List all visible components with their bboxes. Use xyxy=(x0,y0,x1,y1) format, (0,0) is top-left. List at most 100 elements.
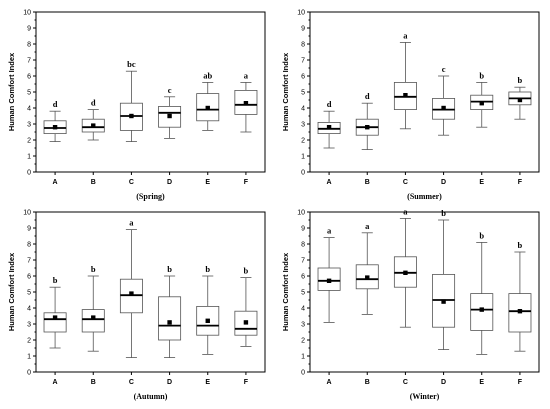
box-F: b xyxy=(508,75,532,120)
y-tick-label: 4 xyxy=(27,306,31,313)
y-tick-label: 10 xyxy=(23,10,31,17)
significance-letter: d xyxy=(91,98,96,108)
box-C: a xyxy=(393,30,417,130)
significance-letter: b xyxy=(479,70,484,80)
significance-letter: c xyxy=(442,64,446,74)
y-tick-label: 6 xyxy=(301,74,305,81)
y-tick-label: 3 xyxy=(301,122,305,129)
x-tick-label: B xyxy=(365,379,370,386)
significance-letter: b xyxy=(53,275,58,285)
significance-letter: a xyxy=(365,221,370,231)
plot-frame xyxy=(309,211,540,373)
x-tick-label: C xyxy=(403,179,408,186)
chart-panel-4: 0 1 2 3 4 5 6 7 8 9 10 Human Comfort Index A B C D E F (Wi… xyxy=(281,206,540,401)
box-F: b xyxy=(508,240,532,352)
box-B: a xyxy=(355,221,379,315)
y-tick-label: 10 xyxy=(297,10,305,17)
mean-marker xyxy=(403,270,408,275)
significance-letter: bc xyxy=(127,59,136,69)
y-tick-label: 6 xyxy=(301,274,305,281)
mean-marker xyxy=(479,101,484,106)
y-tick-label: 2 xyxy=(301,338,305,345)
y-axis-label: Human Comfort Index xyxy=(281,52,290,131)
significance-letter: a xyxy=(129,218,134,228)
y-axis-label: Human Comfort Index xyxy=(7,252,16,331)
significance-letter: a xyxy=(403,30,408,40)
y-tick-label: 4 xyxy=(27,106,31,113)
box-E: b xyxy=(470,70,494,128)
chart-panel-2: 0 1 2 3 4 5 6 7 8 9 10 Human Comfort Index A B C D E F (Su… xyxy=(281,10,540,201)
y-tick-label: 1 xyxy=(27,154,31,161)
y-tick-label: 0 xyxy=(301,170,305,177)
panel-title: (Winter) xyxy=(410,392,440,401)
y-tick-label: 6 xyxy=(27,274,31,281)
y-tick-label: 3 xyxy=(301,322,305,329)
y-axis-label: Human Comfort Index xyxy=(7,52,16,131)
mean-marker xyxy=(52,125,58,130)
mean-marker xyxy=(479,307,484,312)
mean-marker xyxy=(517,309,523,314)
y-tick-label: 0 xyxy=(27,170,31,177)
y-tick-label: 0 xyxy=(27,370,31,377)
mean-marker xyxy=(326,125,332,130)
box-B: d xyxy=(355,91,379,151)
y-tick-label: 10 xyxy=(297,210,305,217)
y-tick-label: 9 xyxy=(301,226,305,233)
y-tick-label: 2 xyxy=(301,138,305,145)
x-tick-label: E xyxy=(205,179,210,186)
mean-marker xyxy=(91,123,96,128)
x-tick-label: D xyxy=(167,179,172,186)
y-axis-label: Human Comfort Index xyxy=(281,252,290,331)
y-tick-label: 0 xyxy=(301,370,305,377)
box-B: b xyxy=(81,264,105,352)
y-tick-label: 9 xyxy=(301,26,305,33)
y-tick-label: 8 xyxy=(27,42,31,49)
box-A: d xyxy=(43,99,67,143)
plot-frame xyxy=(35,11,266,173)
plot-frame xyxy=(309,11,540,173)
mean-marker xyxy=(205,318,210,323)
mean-marker xyxy=(365,275,370,280)
box-F: a xyxy=(234,70,258,133)
box-A: b xyxy=(43,275,67,349)
significance-letter: b xyxy=(244,266,249,276)
plot-frame xyxy=(35,211,266,373)
y-tick-label: 3 xyxy=(27,322,31,329)
significance-letter: b xyxy=(205,264,210,274)
iqr-box xyxy=(470,293,494,331)
box-D: c xyxy=(432,64,456,136)
iqr-box xyxy=(81,309,105,333)
iqr-box xyxy=(158,296,182,341)
y-tick-label: 7 xyxy=(27,58,31,65)
significance-letter: b xyxy=(167,264,172,274)
significance-letter: d xyxy=(53,99,58,109)
significance-letter: d xyxy=(365,91,370,101)
box-E: b xyxy=(196,264,220,355)
significance-letter: ab xyxy=(203,70,212,80)
box-E: b xyxy=(470,230,494,355)
panel-title: (Autumn) xyxy=(134,392,168,401)
significance-letter: b xyxy=(91,264,96,274)
x-tick-label: F xyxy=(244,379,249,386)
y-tick-label: 5 xyxy=(27,90,31,97)
y-tick-label: 5 xyxy=(301,290,305,297)
box-C: a xyxy=(119,218,143,359)
x-tick-label: C xyxy=(403,379,408,386)
y-tick-label: 2 xyxy=(27,338,31,345)
mean-marker xyxy=(91,315,96,320)
x-tick-label: D xyxy=(441,179,446,186)
x-tick-label: B xyxy=(365,179,370,186)
mean-marker xyxy=(205,105,210,111)
mean-marker xyxy=(326,278,332,283)
mean-marker xyxy=(243,101,249,106)
mean-marker xyxy=(441,299,446,304)
mean-marker xyxy=(243,320,249,325)
y-tick-label: 9 xyxy=(27,226,31,233)
x-tick-label: C xyxy=(129,379,134,386)
panel-title: (Summer) xyxy=(407,192,442,201)
box-A: d xyxy=(317,99,341,149)
iqr-box xyxy=(43,312,67,333)
y-tick-label: 7 xyxy=(301,258,305,265)
mean-marker xyxy=(167,320,172,325)
